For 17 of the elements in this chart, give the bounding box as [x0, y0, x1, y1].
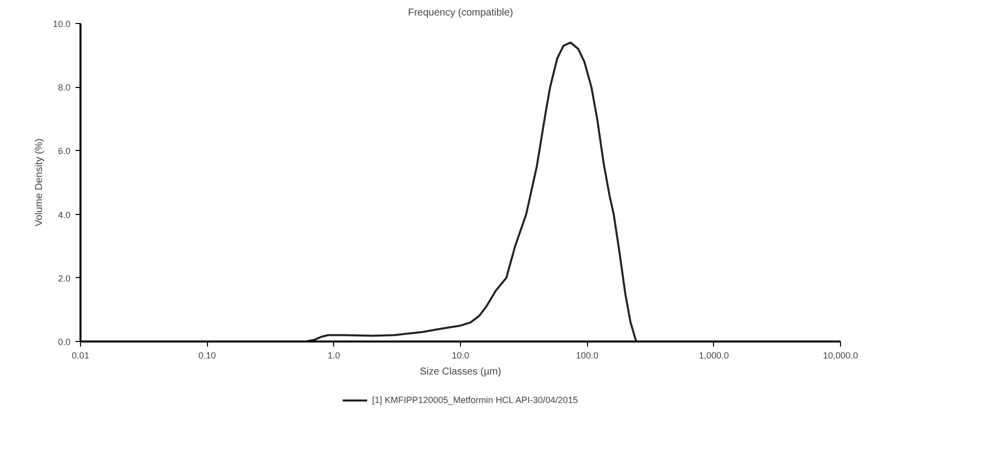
y-tick-label: 8.0: [58, 82, 71, 93]
x-tick-label: 0.10: [198, 350, 216, 360]
y-axis-title: Volume Density (%): [34, 138, 45, 226]
x-tick-label: 1.0: [328, 350, 340, 360]
y-tick-label: 0.0: [58, 337, 71, 347]
x-axis-title: Size Classes (µm): [420, 366, 502, 378]
y-tick-label: 4.0: [58, 210, 71, 220]
x-tick-label: 10,000.0: [822, 350, 858, 360]
chart-title: Frequency (compatible): [408, 8, 514, 18]
legend-label: [1] KMFIPP120005_Metformin HCL API-30/04/2015: [372, 395, 578, 405]
x-tick-label: 10.0: [452, 350, 470, 360]
x-tick-label: 1,000.0: [698, 350, 729, 360]
y-tick-label: 2.0: [58, 273, 71, 284]
y-tick-label: 10.0: [52, 19, 71, 29]
y-tick-label: 6.0: [58, 146, 71, 156]
x-tick-label: 100.0: [576, 350, 598, 360]
x-tick-label: 0.01: [72, 350, 90, 360]
